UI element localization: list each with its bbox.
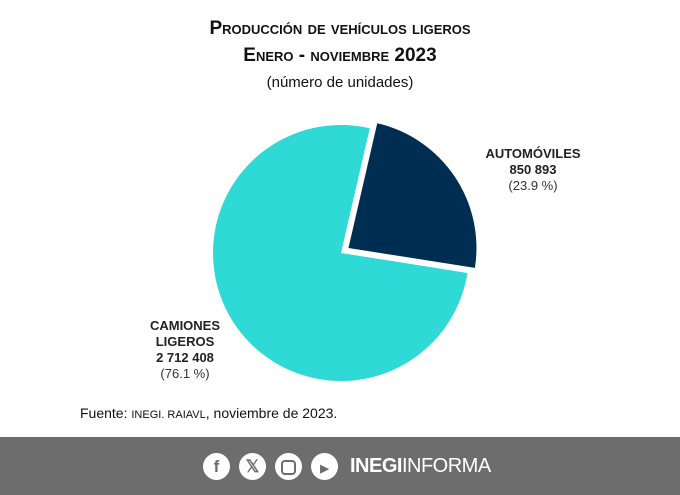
slice-value: 2 712 408: [156, 350, 214, 365]
brand-bold: INEGI: [350, 455, 402, 477]
slice-value: 850 893: [509, 162, 557, 177]
x-icon[interactable]: 𝕏: [239, 453, 266, 480]
brand-logo: INEGIINFORMA: [350, 455, 491, 478]
source-note: Fuente: INEGI. RAIAVL, noviembre de 2023…: [80, 405, 337, 421]
chart-unit-note: (número de unidades): [266, 74, 414, 91]
instagram-icon[interactable]: [275, 453, 302, 480]
slice-percent: (76.1 %): [160, 366, 210, 381]
label-camiones: CAMIONES LIGEROS 2 712 408 (76.1 %): [135, 318, 235, 382]
source-org: INEGI. RAIAVL: [131, 409, 206, 421]
slice-label: AUTOMÓVILES: [485, 146, 581, 161]
facebook-icon[interactable]: f: [203, 453, 230, 480]
pie-slice-automoviles: [348, 123, 477, 268]
slice-label: LIGEROS: [155, 334, 215, 349]
footer-bar: f 𝕏 ▶ INEGIINFORMA: [0, 437, 680, 495]
slice-percent: (23.9 %): [508, 178, 558, 193]
pie-slice-camiones-ligeros: [213, 124, 468, 381]
slice-label: CAMIONES: [149, 318, 221, 333]
chart-subtitle: Enero - noviembre 2023: [243, 45, 437, 66]
youtube-icon[interactable]: ▶: [311, 453, 338, 480]
source-suffix: , noviembre de 2023.: [205, 405, 338, 421]
label-automoviles: AUTOMÓVILES 850 893 (23.9 %): [478, 146, 588, 194]
brand-light: INFORMA: [401, 455, 491, 477]
chart-title: Producción de vehículos ligeros: [209, 18, 471, 39]
source-prefix: Fuente:: [80, 405, 132, 421]
